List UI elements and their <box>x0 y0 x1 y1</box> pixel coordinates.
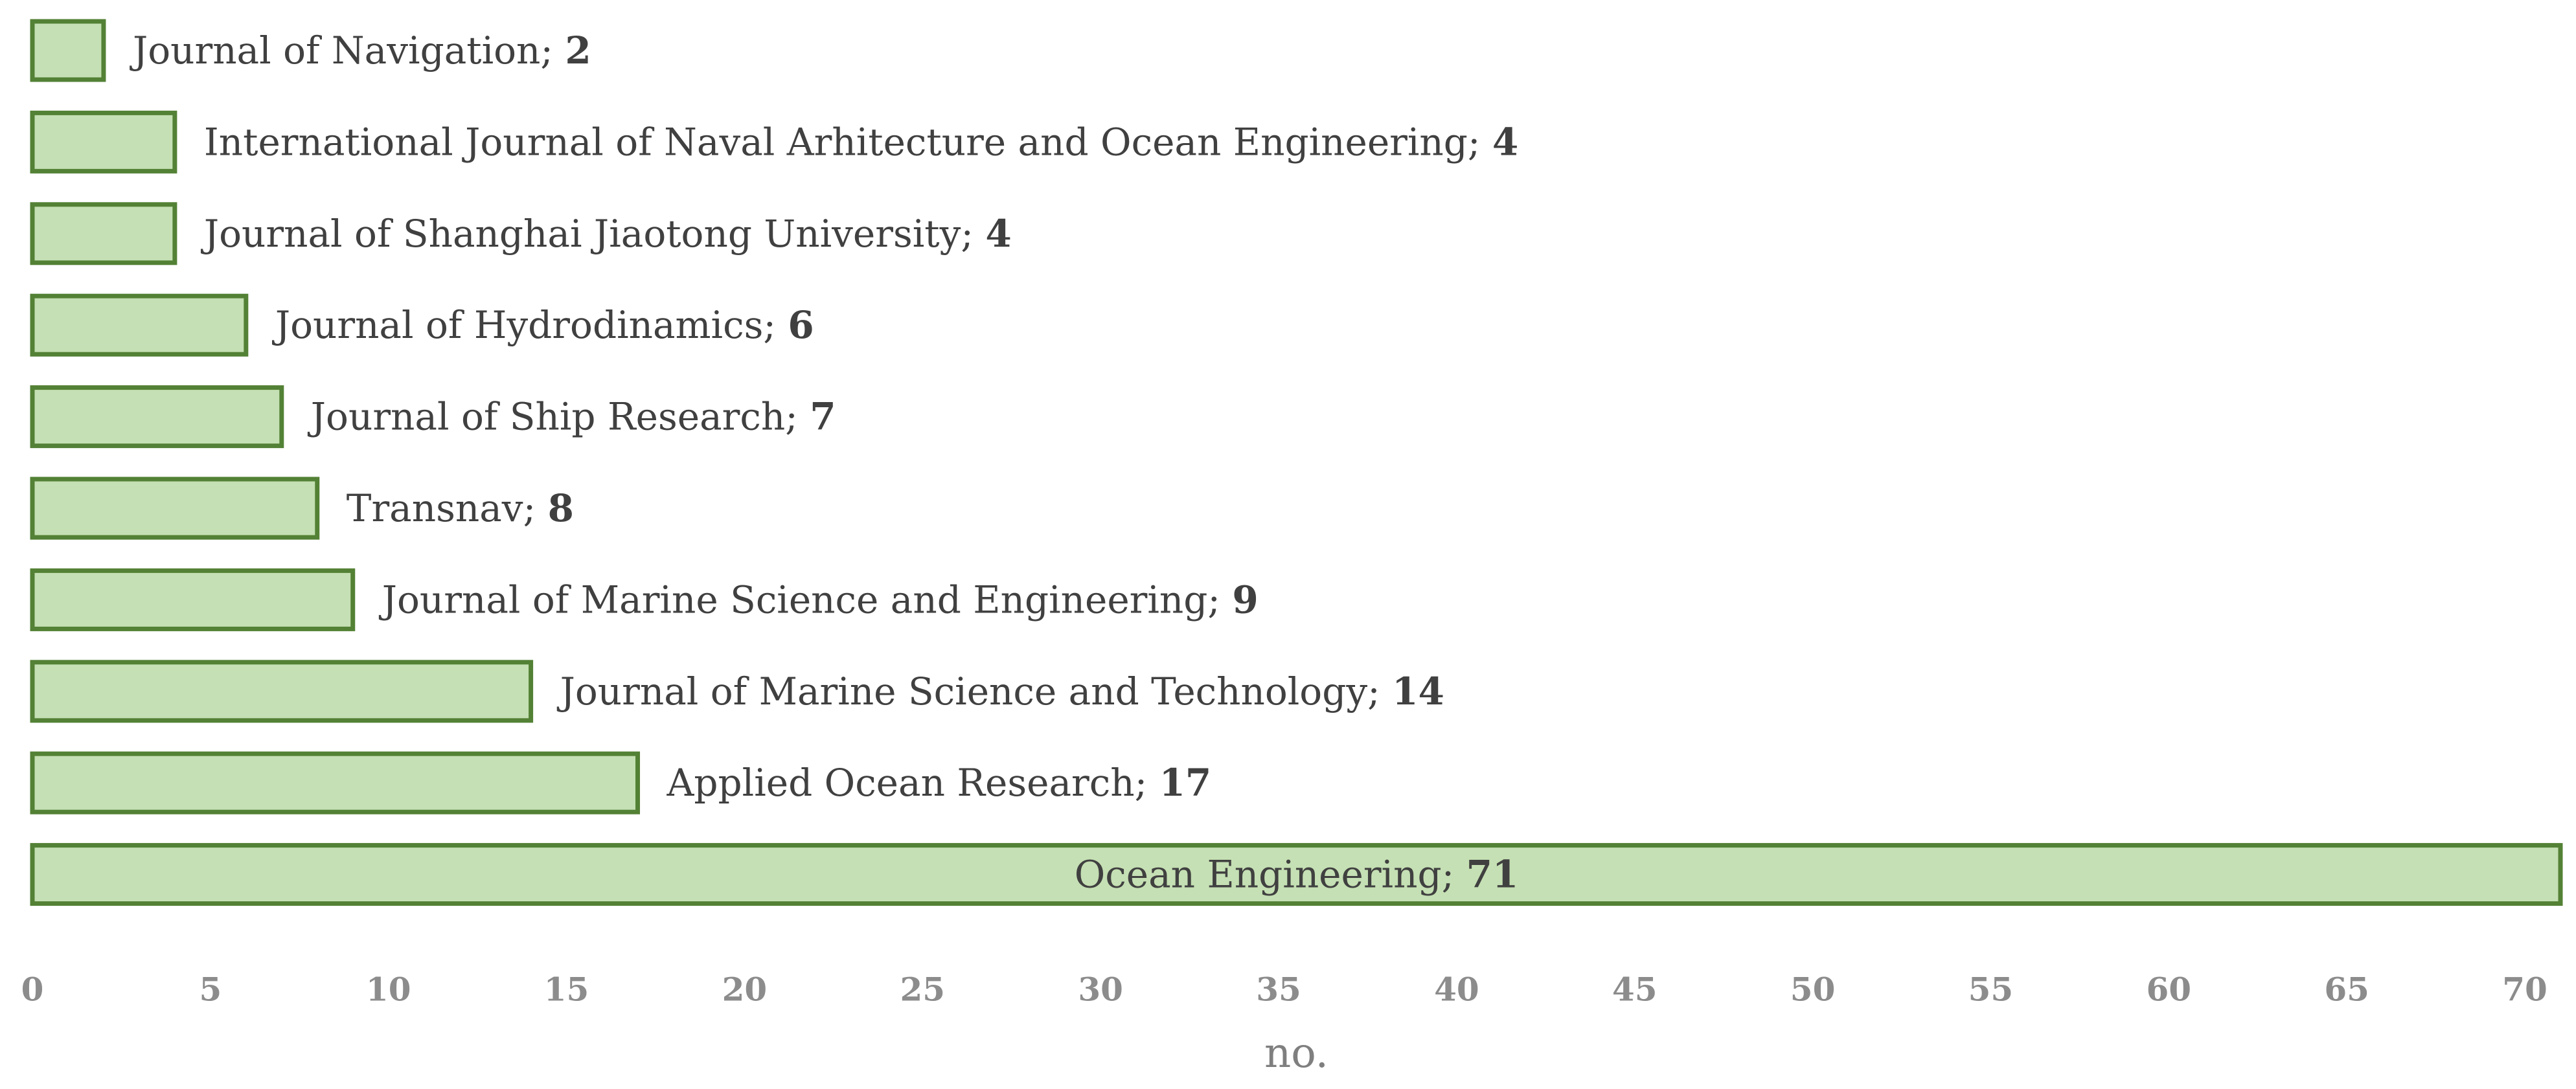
bar-3 <box>30 293 249 357</box>
category-name-0: Journal of Navigation; <box>130 28 565 73</box>
category-name-4: Journal of Ship Research; <box>308 395 810 439</box>
bar-2 <box>30 202 177 265</box>
data-label-5: Transnav; 8 <box>347 486 574 530</box>
bar-4 <box>30 385 284 449</box>
category-name-5: Transnav; <box>347 486 548 530</box>
x-tick-label-8: 40 <box>1434 971 1479 1009</box>
category-name-7: Journal of Marine Science and Technology… <box>557 669 1393 713</box>
bar-6 <box>30 568 356 631</box>
x-tick-label-10: 50 <box>1790 971 1836 1009</box>
bar-1 <box>30 110 177 174</box>
value-5: 8 <box>548 486 574 530</box>
x-tick-label-9: 45 <box>1612 971 1658 1009</box>
value-3: 6 <box>788 303 814 347</box>
x-tick-label-14: 70 <box>2502 971 2548 1009</box>
category-name-1: International Journal of Naval Arhitectu… <box>204 120 1492 164</box>
category-name-6: Journal of Marine Science and Engineerin… <box>379 578 1233 622</box>
x-tick-label-0: 0 <box>21 971 44 1009</box>
x-tick-label-13: 65 <box>2324 971 2369 1009</box>
value-7: 14 <box>1392 669 1444 713</box>
labels-layer: Journal of Navigation; 2 International Jo… <box>130 28 1518 897</box>
x-tick-label-7: 35 <box>1256 971 1301 1009</box>
data-label-7: Journal of Marine Science and Technology… <box>557 669 1444 713</box>
x-tick-label-3: 15 <box>544 971 589 1009</box>
data-label-1: International Journal of Naval Arhitectu… <box>204 120 1518 164</box>
data-label-3: Journal of Hydrodinamics; 6 <box>272 303 814 347</box>
bar-7 <box>30 660 534 723</box>
category-name-2: Journal of Shanghai Jiaotong University; <box>201 212 985 256</box>
x-tick-label-6: 30 <box>1078 971 1123 1009</box>
value-4: 7 <box>810 395 836 439</box>
x-tick-label-2: 10 <box>366 971 411 1009</box>
bar-9 <box>30 843 2563 906</box>
data-label-6: Journal of Marine Science and Engineerin… <box>379 578 1259 622</box>
bar-5 <box>30 477 320 540</box>
x-tick-label-11: 55 <box>1968 971 2014 1009</box>
value-1: 4 <box>1492 120 1518 164</box>
x-axis-ticks: 0 5 10 15 20 25 30 35 40 45 50 55 60 65 70 <box>21 971 2548 1009</box>
category-name-8: Applied Ocean Research; <box>667 761 1159 805</box>
x-tick-label-5: 25 <box>900 971 945 1009</box>
value-6: 9 <box>1232 578 1258 622</box>
data-label-4: Journal of Ship Research; 7 <box>308 395 836 439</box>
bars-layer <box>30 19 2563 906</box>
bar-0 <box>30 19 106 82</box>
value-8: 17 <box>1159 761 1212 805</box>
data-label-9: Ocean Engineering; 71 <box>1075 853 1519 897</box>
value-9: 71 <box>1466 853 1519 897</box>
category-name-9: Ocean Engineering; <box>1075 853 1466 897</box>
x-tick-label-1: 5 <box>199 971 222 1009</box>
x-tick-label-12: 60 <box>2147 971 2192 1009</box>
x-tick-label-4: 20 <box>722 971 768 1009</box>
data-label-2: Journal of Shanghai Jiaotong University;… <box>201 212 1012 256</box>
category-name-3: Journal of Hydrodinamics; <box>272 303 788 347</box>
value-0: 2 <box>565 28 591 73</box>
data-label-0: Journal of Navigation; 2 <box>130 28 591 73</box>
bar-8 <box>30 751 641 814</box>
data-label-8: Applied Ocean Research; 17 <box>667 761 1212 805</box>
x-axis-title: no. <box>1264 1029 1328 1077</box>
value-2: 4 <box>985 212 1011 256</box>
